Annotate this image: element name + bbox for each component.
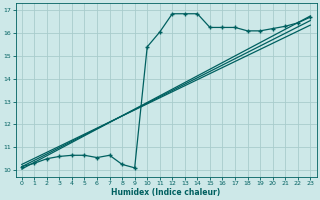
X-axis label: Humidex (Indice chaleur): Humidex (Indice chaleur)	[111, 188, 221, 197]
